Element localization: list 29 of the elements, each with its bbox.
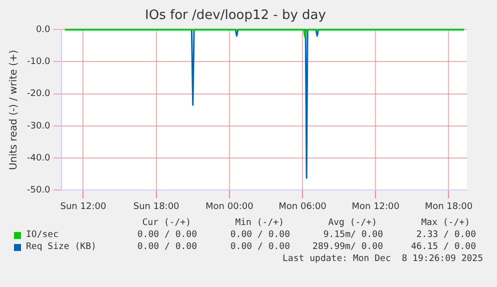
y-tick-label: 0.0 bbox=[36, 24, 51, 35]
text: Last update: Mon Dec 8 19:26:09 2025 bbox=[282, 254, 483, 266]
text: 0.00 / 0.00 bbox=[137, 230, 197, 242]
y-tick-label: -30.0 bbox=[26, 121, 51, 132]
text: 289.99m/ 0.00 bbox=[312, 242, 383, 254]
x-tick-label: Mon 18:00 bbox=[424, 202, 473, 212]
legend-label: Req Size (KB) bbox=[26, 242, 96, 254]
text: Min (-/+) bbox=[235, 218, 284, 230]
text: Avg (-/+) bbox=[328, 218, 377, 230]
text: 0.00 / 0.00 bbox=[230, 230, 290, 242]
x-tick-label: Mon 06:00 bbox=[278, 202, 327, 212]
y-axis-title: Units read (-) / write (+) bbox=[8, 50, 20, 170]
chart-title: IOs for /dev/loop12 - by day bbox=[145, 8, 326, 24]
text: 0.00 / 0.00 bbox=[230, 242, 290, 254]
y-tick-label: -50.0 bbox=[26, 186, 51, 196]
text: Max (-/+) bbox=[421, 218, 470, 230]
y-tick-label: -40.0 bbox=[26, 153, 51, 164]
y-tick-label: -10.0 bbox=[26, 57, 51, 68]
text: 0.00 / 0.00 bbox=[137, 242, 197, 254]
text: 9.15m/ 0.00 bbox=[323, 230, 383, 242]
text: 46.15 / 0.00 bbox=[410, 242, 476, 254]
x-tick-label: Sun 18:00 bbox=[133, 202, 180, 212]
text: 2.33 / 0.00 bbox=[416, 230, 476, 242]
y-tick-label: -20.0 bbox=[26, 89, 51, 100]
x-tick-label: Mon 00:00 bbox=[206, 202, 254, 212]
legend-label: IO/sec bbox=[26, 230, 59, 242]
text: Cur (-/+) bbox=[142, 218, 191, 230]
x-tick-label: Mon 12:00 bbox=[352, 202, 400, 212]
x-tick-label: Sun 12:00 bbox=[60, 202, 106, 212]
